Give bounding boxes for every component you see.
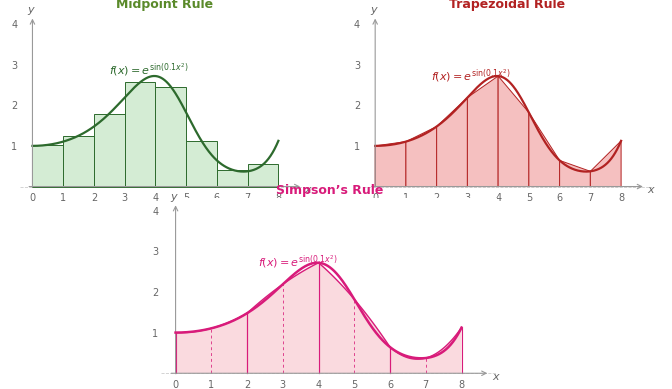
Polygon shape <box>529 112 560 187</box>
Bar <box>186 141 217 187</box>
Polygon shape <box>498 76 529 187</box>
Polygon shape <box>375 142 406 187</box>
Bar <box>155 87 186 187</box>
Text: x: x <box>492 371 499 382</box>
Bar <box>32 145 63 187</box>
Text: y: y <box>370 5 377 15</box>
Bar <box>217 170 248 187</box>
Polygon shape <box>406 126 437 187</box>
Title: Midpoint Rule: Midpoint Rule <box>116 0 213 11</box>
Polygon shape <box>390 328 462 373</box>
Text: x: x <box>647 185 654 195</box>
Polygon shape <box>319 263 390 373</box>
Title: Trapezoidal Rule: Trapezoidal Rule <box>450 0 565 11</box>
Polygon shape <box>560 160 591 187</box>
Bar <box>94 114 125 187</box>
Polygon shape <box>247 263 319 373</box>
Bar <box>125 82 155 187</box>
Text: y: y <box>28 5 34 15</box>
Text: y: y <box>171 192 177 202</box>
Polygon shape <box>175 313 247 373</box>
Polygon shape <box>437 98 468 187</box>
Polygon shape <box>468 76 498 187</box>
Text: $f(x)=e^{\sin(0.1x^2)}$: $f(x)=e^{\sin(0.1x^2)}$ <box>258 254 337 270</box>
Polygon shape <box>591 141 621 187</box>
Text: $f(x)=e^{\sin(0.1x^2)}$: $f(x)=e^{\sin(0.1x^2)}$ <box>431 67 510 84</box>
Bar <box>63 136 94 187</box>
Text: $f(x)=e^{\sin(0.1x^2)}$: $f(x)=e^{\sin(0.1x^2)}$ <box>110 62 189 78</box>
Bar <box>248 165 278 187</box>
Title: Simpson’s Rule: Simpson’s Rule <box>276 184 383 197</box>
Text: x: x <box>304 185 311 195</box>
